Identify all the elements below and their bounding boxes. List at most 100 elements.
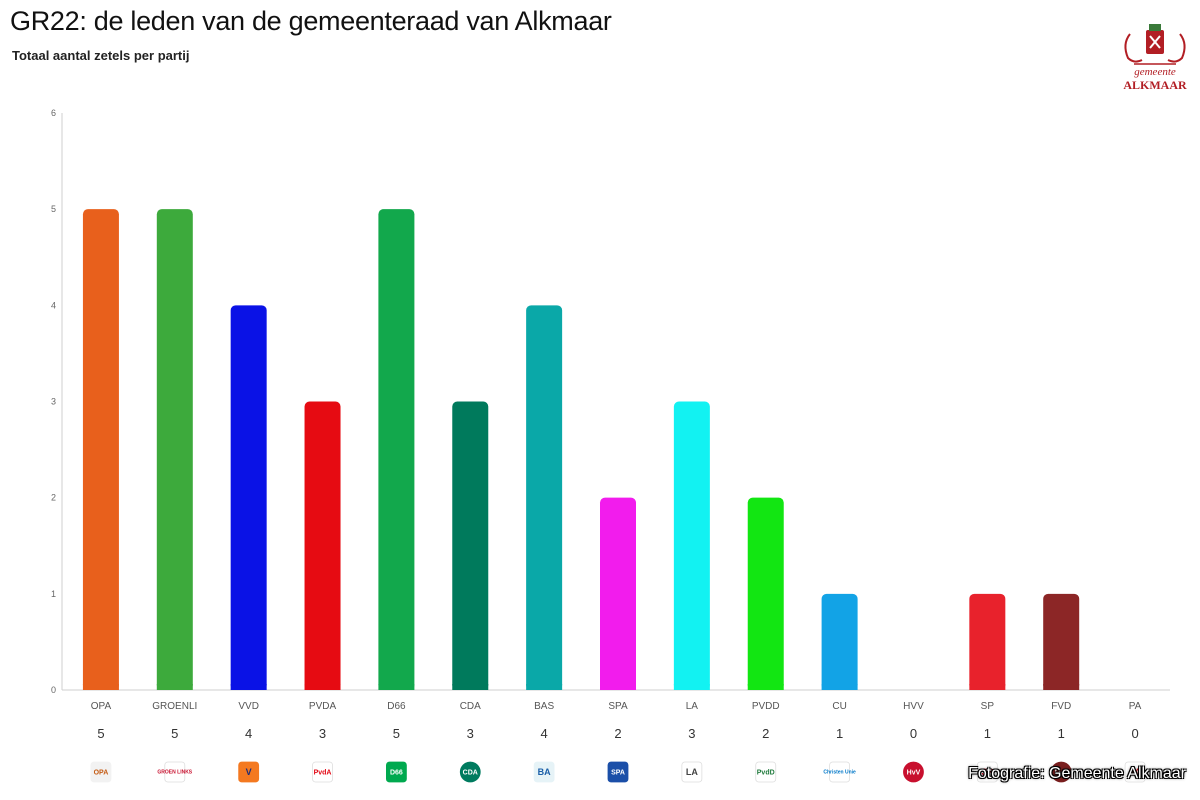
logo-text: GROEN LINKS bbox=[157, 770, 192, 776]
bar-base-spa bbox=[600, 684, 636, 690]
la-logo-icon: LA bbox=[681, 761, 703, 783]
x-tick-label: HVV bbox=[903, 701, 924, 712]
x-tick-label: CDA bbox=[460, 701, 481, 712]
bar-d66 bbox=[378, 209, 415, 690]
value-label: 1 bbox=[836, 726, 843, 741]
fvd-logo-icon: FvD bbox=[1050, 761, 1072, 783]
logo-line1: gemeente bbox=[1134, 66, 1176, 78]
x-tick-label: VVD bbox=[238, 701, 259, 712]
value-label: 3 bbox=[467, 726, 474, 741]
x-tick-label: SP bbox=[981, 701, 995, 712]
bas-logo-icon: BA bbox=[533, 761, 555, 783]
x-tick-label: GROENLI bbox=[152, 701, 197, 712]
bar-pvdd bbox=[747, 497, 784, 690]
bars bbox=[82, 209, 1080, 690]
value-label: 1 bbox=[984, 726, 991, 741]
bar-base-la bbox=[673, 684, 710, 690]
x-tick-label: D66 bbox=[387, 701, 406, 712]
value-label: 5 bbox=[171, 726, 178, 741]
d66-logo-icon: D66 bbox=[385, 761, 407, 783]
logo-badge bbox=[681, 761, 703, 783]
logo-text: LA bbox=[686, 767, 698, 777]
y-tick-label: 6 bbox=[51, 108, 56, 118]
value-label: 4 bbox=[245, 726, 252, 741]
bar-groenli bbox=[156, 209, 193, 690]
y-tick-label: 1 bbox=[51, 589, 56, 599]
bar-opa bbox=[82, 209, 119, 690]
hvv-logo-icon: HvV bbox=[903, 761, 924, 783]
y-tick-label: 2 bbox=[51, 493, 56, 503]
logo-line2: ALKMAAR bbox=[1123, 78, 1187, 92]
logo-text: HvV bbox=[907, 769, 921, 776]
vvd-logo-icon: V bbox=[238, 761, 260, 783]
x-tick-label: FVD bbox=[1051, 701, 1071, 712]
y-tick-label: 3 bbox=[51, 397, 56, 407]
value-label: 4 bbox=[541, 726, 548, 741]
logo-text: Christen Unie bbox=[823, 770, 856, 776]
chart-title: GR22: de leden van de gemeenteraad van A… bbox=[10, 6, 612, 36]
logo-badge bbox=[755, 761, 777, 783]
logo-text: PvdA bbox=[314, 769, 332, 776]
x-tick-label: PVDD bbox=[752, 701, 780, 712]
bar-base-pvdd bbox=[747, 684, 784, 690]
logo-badge bbox=[385, 761, 407, 783]
logo-badge bbox=[829, 761, 850, 783]
cda-logo-icon: CDA bbox=[459, 761, 481, 783]
bar-vvd bbox=[230, 305, 267, 690]
logo-badge bbox=[459, 761, 481, 783]
value-label: 2 bbox=[762, 726, 769, 741]
pvdd-logo-icon: PvdD bbox=[755, 761, 777, 783]
bar-base-cda bbox=[452, 684, 489, 690]
x-tick-label: SPA bbox=[608, 701, 628, 712]
logo-text: PvdD bbox=[757, 769, 775, 776]
logo-text: FvD bbox=[1055, 769, 1068, 776]
bar-base-opa bbox=[82, 684, 119, 690]
cu-logo-icon: Christen Unie bbox=[823, 761, 856, 783]
logo-text: BA bbox=[538, 767, 551, 777]
value-label: 3 bbox=[319, 726, 326, 741]
bar-base-vvd bbox=[230, 684, 267, 690]
logo-text: OPA bbox=[94, 769, 109, 776]
y-tick-label: 5 bbox=[51, 204, 56, 214]
photo-credit: Fotografie: Gemeente Alkmaar bbox=[968, 765, 1186, 782]
x-tick-label: LA bbox=[686, 701, 699, 712]
pa-logo-icon: PA bbox=[1124, 761, 1146, 783]
logo-text: PA bbox=[1129, 767, 1141, 777]
logo-badge bbox=[1124, 761, 1146, 783]
bar-base-cu bbox=[821, 684, 858, 690]
bar-la bbox=[673, 401, 710, 690]
logo-badge bbox=[607, 761, 629, 783]
logo-text: V bbox=[246, 767, 252, 777]
logo-badge bbox=[976, 761, 998, 783]
bar-cu bbox=[821, 593, 858, 690]
logo-badge bbox=[90, 761, 112, 783]
x-axis-labels: OPA GROENLI VVD PVDA D66 CDA BAS SPA LA PVDD CU HVV… bbox=[91, 701, 1142, 712]
logo-text: SPA bbox=[611, 769, 625, 776]
party-logos: OPA GROEN LINKS V PvdA D66 CDA BA SPA LA PvdD Chri… bbox=[90, 761, 1146, 783]
value-label: 5 bbox=[97, 726, 104, 741]
bar-fvd bbox=[1043, 593, 1080, 690]
opa-logo-icon: OPA bbox=[90, 761, 112, 783]
bar-base-sp bbox=[969, 684, 1006, 690]
x-tick-label: PA bbox=[1129, 701, 1142, 712]
logo-badge bbox=[164, 761, 186, 783]
value-label: 0 bbox=[1131, 726, 1138, 741]
groenlinks-logo-icon: GROEN LINKS bbox=[157, 761, 193, 783]
logo-text: SP bbox=[981, 767, 993, 777]
x-tick-label: PVDA bbox=[309, 701, 337, 712]
logo-badge bbox=[1050, 761, 1072, 783]
logo-text: D66 bbox=[390, 769, 403, 776]
bar-sp bbox=[969, 593, 1006, 690]
bar-base-fvd bbox=[1043, 684, 1080, 690]
chart-subtitle: Totaal aantal zetels per partij bbox=[12, 48, 190, 63]
bar-bas bbox=[526, 305, 563, 690]
bar-base-groenli bbox=[156, 684, 193, 690]
bar-base-d66 bbox=[378, 684, 415, 690]
bar-base-pvda bbox=[304, 684, 341, 690]
x-tick-label: OPA bbox=[91, 701, 112, 712]
logo-text: CDA bbox=[463, 769, 478, 776]
bar-spa bbox=[600, 497, 636, 690]
y-tick-label: 0 bbox=[51, 685, 56, 695]
logo-badge bbox=[238, 761, 260, 783]
